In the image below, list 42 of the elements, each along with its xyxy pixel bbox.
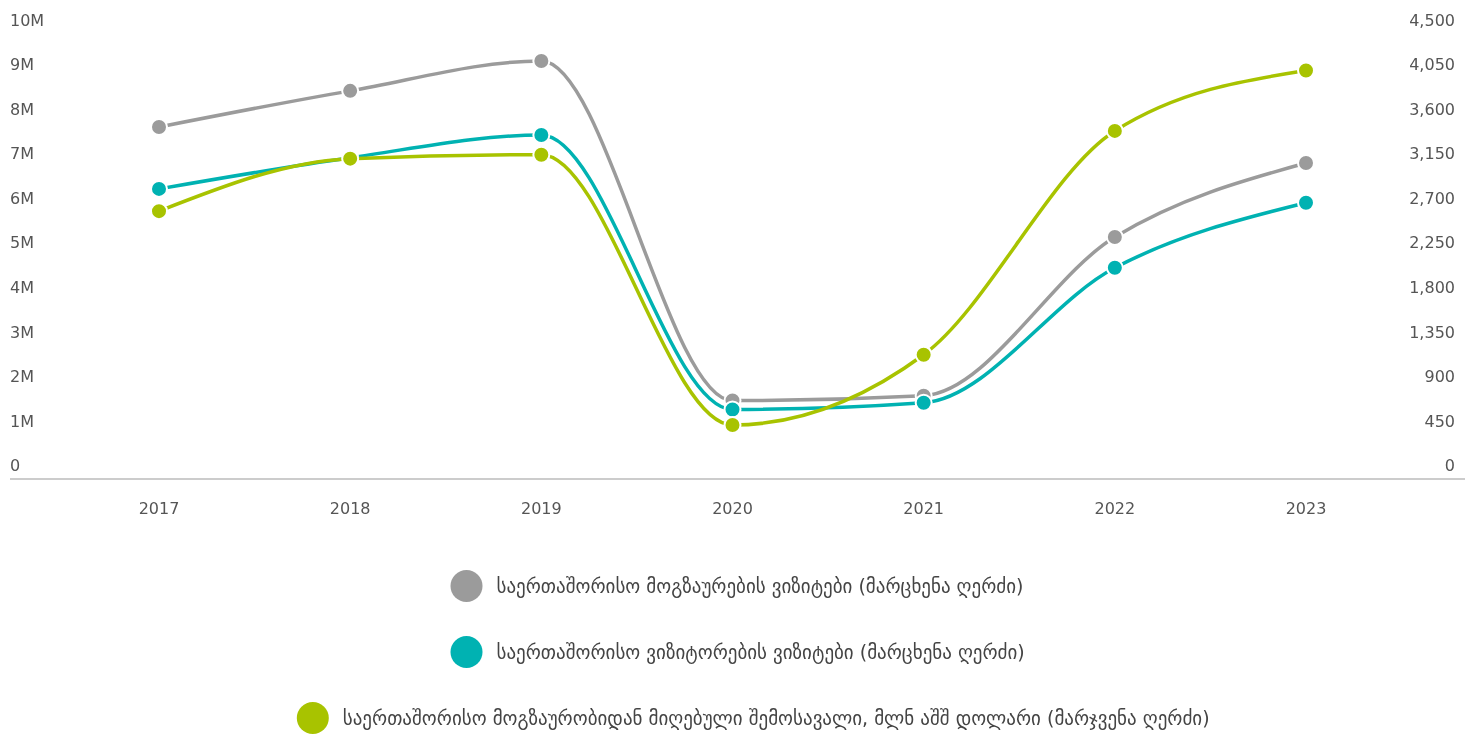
x-tick-label: 2021 [903,499,945,518]
y2-tick-label: 4,050 [1409,55,1455,75]
point [150,202,168,221]
x-tick-label: 2023 [1285,499,1327,518]
y2-tick-label: 1,350 [1409,322,1455,342]
point [914,393,933,412]
legend-label: საერთაშორისო ვიზიტორების ვიზიტები (მარცხენა ღერძი) [496,641,1025,664]
y2-tick-label: 0 [1444,456,1455,476]
point [1105,258,1124,277]
y2-tick-label: 450 [1424,411,1455,431]
y-tick-label: 7M [10,144,34,164]
point [532,52,551,70]
x-tick-label: 2019 [520,499,562,518]
y2-tick-label: 900 [1424,367,1455,387]
y-tick-label: 4M [10,277,34,297]
y2-tick-label: 4,500 [1409,10,1455,30]
y-tick-label: 2M [10,367,34,387]
y-tick-label: 1M [10,411,34,431]
y-tick-label: 5M [10,233,34,253]
y2-tick-label: 3,150 [1409,144,1455,164]
y-tick-label: 10M [10,10,45,30]
y2-tick-label: 2,700 [1409,188,1455,208]
y-tick-label: 9M [10,55,34,75]
y-tick-label: 3M [10,322,34,342]
point [341,81,360,100]
x-tick-label: 2017 [138,499,180,518]
x-tick-label: 2022 [1094,499,1136,518]
x-tick-label: 2018 [329,499,371,518]
point [914,345,933,364]
point [1297,61,1315,80]
y2-tick-label: 3,600 [1409,99,1455,119]
y-tick-label: 0 [10,456,21,476]
y2-tick-label: 1,800 [1409,277,1455,297]
y-tick-label: 8M [10,99,34,119]
y-tick-label: 6M [10,188,34,208]
x-tick-label: 2020 [712,499,753,518]
legend-label: საერთაშორისო მოგზაურების ვიზიტები (მარცხენა ღერძი) [496,575,1024,598]
point [1297,193,1315,212]
y2-tick-label: 2,250 [1409,233,1455,253]
legend-label: საერთაშორისო მოგზაურობიდან მიღებული შემოსავალი, მლნ აშშ დოლარი (მარჯვენა ღერძი) [342,707,1210,730]
point [723,400,742,419]
point [532,145,551,164]
